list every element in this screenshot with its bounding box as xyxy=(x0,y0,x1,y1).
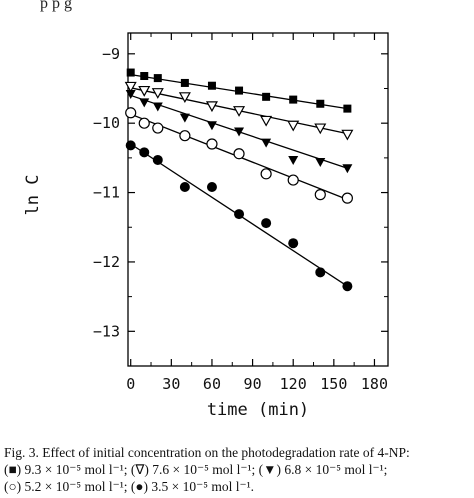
data-point xyxy=(260,168,272,180)
x-axis-title: time (min) xyxy=(207,400,309,420)
x-tick-label: 150 xyxy=(320,375,347,393)
data-point xyxy=(315,267,326,278)
y-tick-label: −12 xyxy=(93,253,120,271)
data-point xyxy=(138,85,151,97)
data-point xyxy=(233,148,245,160)
data-point xyxy=(152,102,163,112)
data-point xyxy=(152,122,164,134)
series-2 xyxy=(124,81,354,141)
x-tick-label: 0 xyxy=(126,375,135,393)
x-tick-label: 30 xyxy=(162,375,180,393)
chart: p p g 0 30 60 90 120 150 180 −9 −10 −11 −12 −13 ti… xyxy=(23,0,389,420)
data-point xyxy=(126,68,135,77)
y-axis: −9 −10 −11 −12 −13 xyxy=(93,45,388,367)
data-point xyxy=(179,182,190,193)
data-point xyxy=(341,129,354,141)
data-point xyxy=(206,138,218,150)
data-point xyxy=(234,209,245,220)
header-partial-text: p p g xyxy=(40,0,72,12)
x-tick-label: 60 xyxy=(203,375,221,393)
data-point xyxy=(207,81,216,90)
x-tick-label: 90 xyxy=(244,375,262,393)
y-tick-label: −10 xyxy=(93,114,120,132)
data-point xyxy=(151,88,164,99)
caption-line-2: (■) 9.3 × 10⁻⁵ mol l⁻¹; (∇) 7.6 × 10⁻⁵ m… xyxy=(4,462,388,477)
data-point xyxy=(260,115,273,127)
data-point xyxy=(153,74,162,83)
x-axis: 0 30 60 90 120 150 180 xyxy=(126,33,388,393)
data-point xyxy=(341,192,353,204)
data-point xyxy=(124,81,137,93)
data-point xyxy=(179,113,190,123)
data-point xyxy=(316,99,325,108)
data-point xyxy=(140,72,149,81)
series-4 xyxy=(125,107,353,204)
caption-line-1: Fig. 3. Effect of initial concentration … xyxy=(4,445,410,460)
plot-border xyxy=(127,32,389,367)
data-point xyxy=(287,120,300,132)
y-tick-label: −13 xyxy=(93,322,120,340)
series-3 xyxy=(125,90,353,174)
data-point xyxy=(261,138,272,148)
data-point xyxy=(314,189,326,201)
data-point xyxy=(125,140,136,151)
y-tick-label: −11 xyxy=(93,184,120,202)
y-tick-label: −9 xyxy=(102,45,120,63)
data-point xyxy=(138,117,150,129)
plot-frame xyxy=(127,32,389,367)
data-point xyxy=(206,121,217,131)
data-point xyxy=(180,78,189,87)
data-point xyxy=(261,218,272,229)
data-point xyxy=(152,154,163,165)
data-point xyxy=(206,182,217,193)
figure-caption: Fig. 3. Effect of initial concentration … xyxy=(4,444,472,495)
data-point xyxy=(288,238,299,249)
data-point xyxy=(315,158,326,168)
data-point xyxy=(234,127,245,137)
data-point xyxy=(289,95,298,104)
data-point xyxy=(314,123,327,135)
data-point xyxy=(288,155,299,165)
data-point xyxy=(125,90,136,100)
data-markers xyxy=(124,68,354,292)
data-point xyxy=(139,147,150,158)
data-point xyxy=(342,281,353,292)
x-tick-label: 180 xyxy=(361,375,388,393)
series-5 xyxy=(125,140,353,292)
data-point xyxy=(125,107,137,119)
data-point xyxy=(233,106,246,117)
series-1 xyxy=(126,68,352,113)
x-tick-label: 120 xyxy=(280,375,307,393)
y-axis-title: ln C xyxy=(23,175,43,216)
caption-line-3: (○) 5.2 × 10⁻⁵ mol l⁻¹; (●) 3.5 × 10⁻⁵ m… xyxy=(4,479,255,494)
data-point xyxy=(342,164,353,174)
data-point xyxy=(178,92,191,104)
data-point xyxy=(343,104,352,113)
data-point xyxy=(205,101,218,113)
data-point xyxy=(179,130,191,142)
data-point xyxy=(235,86,244,95)
data-point xyxy=(262,92,271,101)
data-point xyxy=(139,98,150,108)
data-point xyxy=(287,174,299,186)
